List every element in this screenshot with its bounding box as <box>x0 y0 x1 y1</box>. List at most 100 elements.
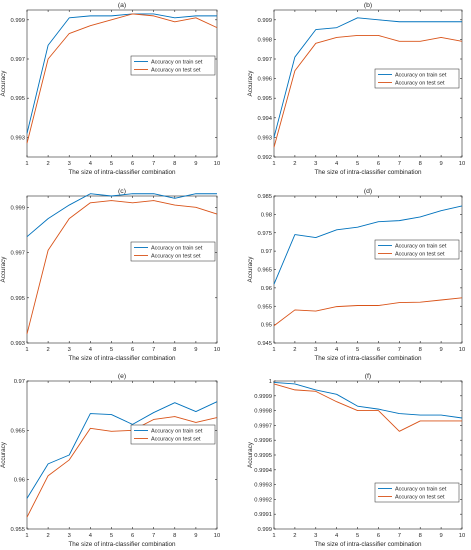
x-axis-label: The size of intra-classifier combination <box>314 169 422 176</box>
x-tick-label: 2 <box>293 161 296 167</box>
train-series-line <box>273 17 462 138</box>
legend-label: Accuracy on test set <box>395 495 445 501</box>
x-tick-label: 7 <box>398 533 401 539</box>
legend: Accuracy on train set Accuracy on test se… <box>374 482 460 503</box>
x-tick-label: 1 <box>25 533 28 539</box>
x-tick-label: 10 <box>214 533 220 539</box>
y-tick-label: 0.97 <box>261 249 272 255</box>
y-tick-label: 0.95 <box>261 323 272 329</box>
x-tick-label: 6 <box>377 533 380 539</box>
chart-panel-c: (c) 1 2 3 4 5 6 7 8 9 10 0.993 0.995 0.997 0.999 The si… <box>0 188 220 362</box>
x-tick-label: 9 <box>439 347 442 353</box>
x-tick-label: 2 <box>46 161 49 167</box>
test-series-line <box>273 297 463 327</box>
x-tick-label: 9 <box>439 161 442 167</box>
y-tick-label: 0.999 <box>10 18 25 24</box>
x-tick-label: 2 <box>46 533 49 539</box>
plot-frame <box>273 380 463 530</box>
x-tick-label: 10 <box>459 347 465 353</box>
x-axis-label: The size of intra-classifier combination <box>314 355 422 362</box>
x-tick-label: 7 <box>398 161 401 167</box>
legend-label: Accuracy on test set <box>395 252 445 258</box>
plot-frame <box>273 9 463 158</box>
x-axis-label: The size of intra-classifier combination <box>314 541 422 548</box>
x-tick-label: 9 <box>194 347 197 353</box>
x-tick-label: 8 <box>173 533 176 539</box>
legend: Accuracy on train set Accuracy on test se… <box>130 241 216 262</box>
y-axis-label: Accuracy <box>0 70 7 97</box>
y-tick-label: 0.9998 <box>254 409 272 415</box>
x-tick-label: 8 <box>173 347 176 353</box>
plot-frame <box>26 195 218 344</box>
y-tick-label: 0.9992 <box>254 497 272 503</box>
test-series-line <box>273 383 462 432</box>
plot-frame <box>26 9 218 158</box>
x-tick-label: 1 <box>25 161 28 167</box>
chart-title: (c) <box>118 188 126 195</box>
y-tick-label: 0.993 <box>10 135 25 141</box>
legend-label: Accuracy on test set <box>151 68 201 74</box>
y-tick-label: 0.993 <box>257 135 272 141</box>
x-tick-label: 8 <box>419 161 422 167</box>
x-tick-label: 2 <box>46 347 49 353</box>
legend-label: Accuracy on train set <box>395 487 447 493</box>
train-series-line <box>26 13 217 134</box>
y-tick-label: 0.98 <box>261 212 272 218</box>
x-tick-label: 1 <box>272 161 275 167</box>
y-tick-label: 0.995 <box>10 96 25 102</box>
y-tick-label: 0.9999 <box>254 394 272 400</box>
x-tick-label: 4 <box>335 161 339 167</box>
test-series-line <box>26 13 218 144</box>
legend: Accuracy on train set Accuracy on test se… <box>374 68 460 89</box>
chart-title: (e) <box>118 373 126 380</box>
y-axis-label: Accuracy <box>0 441 7 468</box>
y-tick-label: 0.997 <box>257 57 272 63</box>
x-tick-label: 8 <box>419 533 422 539</box>
train-series-line <box>26 193 217 238</box>
y-tick-label: 0.9996 <box>254 438 272 444</box>
x-tick-label: 4 <box>89 161 93 167</box>
plot-frame <box>273 195 463 344</box>
x-tick-label: 3 <box>68 161 71 167</box>
y-axis-label: Accuracy <box>0 256 7 283</box>
x-tick-label: 5 <box>356 533 359 539</box>
y-tick-label: 0.955 <box>257 304 272 310</box>
test-series-line <box>273 35 463 148</box>
y-tick-label: 0.9994 <box>254 468 273 474</box>
y-tick-label: 0.9991 <box>254 512 272 518</box>
train-series-line <box>273 205 463 285</box>
chart-panel-a: (a) 1 2 3 4 5 6 7 8 9 10 0.993 0.995 0.997 0.999 The si… <box>0 2 220 176</box>
y-tick-label: 0.997 <box>10 57 25 63</box>
y-tick-label: 0.945 <box>257 341 272 347</box>
x-tick-label: 1 <box>272 533 275 539</box>
x-tick-label: 3 <box>314 347 317 353</box>
y-axis-label: Accuracy <box>247 441 254 468</box>
y-tick-label: 0.999 <box>257 18 272 24</box>
x-tick-label: 3 <box>68 347 71 353</box>
y-tick-label: 0.9993 <box>254 483 272 489</box>
x-tick-label: 8 <box>173 161 176 167</box>
y-tick-label: 0.96 <box>261 286 272 292</box>
x-tick-label: 6 <box>377 347 380 353</box>
x-tick-label: 1 <box>272 347 275 353</box>
y-tick-label: 0.97 <box>14 379 25 385</box>
x-tick-label: 9 <box>194 161 197 167</box>
x-tick-label: 6 <box>131 533 134 539</box>
y-tick-label: 0.965 <box>10 428 25 434</box>
x-tick-label: 9 <box>194 533 197 539</box>
legend-label: Accuracy on test set <box>151 437 201 443</box>
legend-label: Accuracy on test set <box>395 81 445 87</box>
x-tick-label: 7 <box>152 161 155 167</box>
x-tick-label: 5 <box>110 161 113 167</box>
plot-frame <box>26 380 218 530</box>
train-series-line <box>273 382 463 419</box>
x-tick-label: 10 <box>459 533 465 539</box>
x-tick-label: 10 <box>214 347 220 353</box>
chart-title: (b) <box>364 2 372 9</box>
chart-panel-e: (e) 1 2 3 4 5 6 7 8 9 10 0.955 0.96 0.965 0.97 The size… <box>0 373 220 548</box>
y-tick-label: 0.975 <box>257 231 272 237</box>
legend-box <box>130 241 216 262</box>
legend-label: Accuracy on train set <box>151 429 203 435</box>
y-tick-label: 0.997 <box>10 251 25 257</box>
